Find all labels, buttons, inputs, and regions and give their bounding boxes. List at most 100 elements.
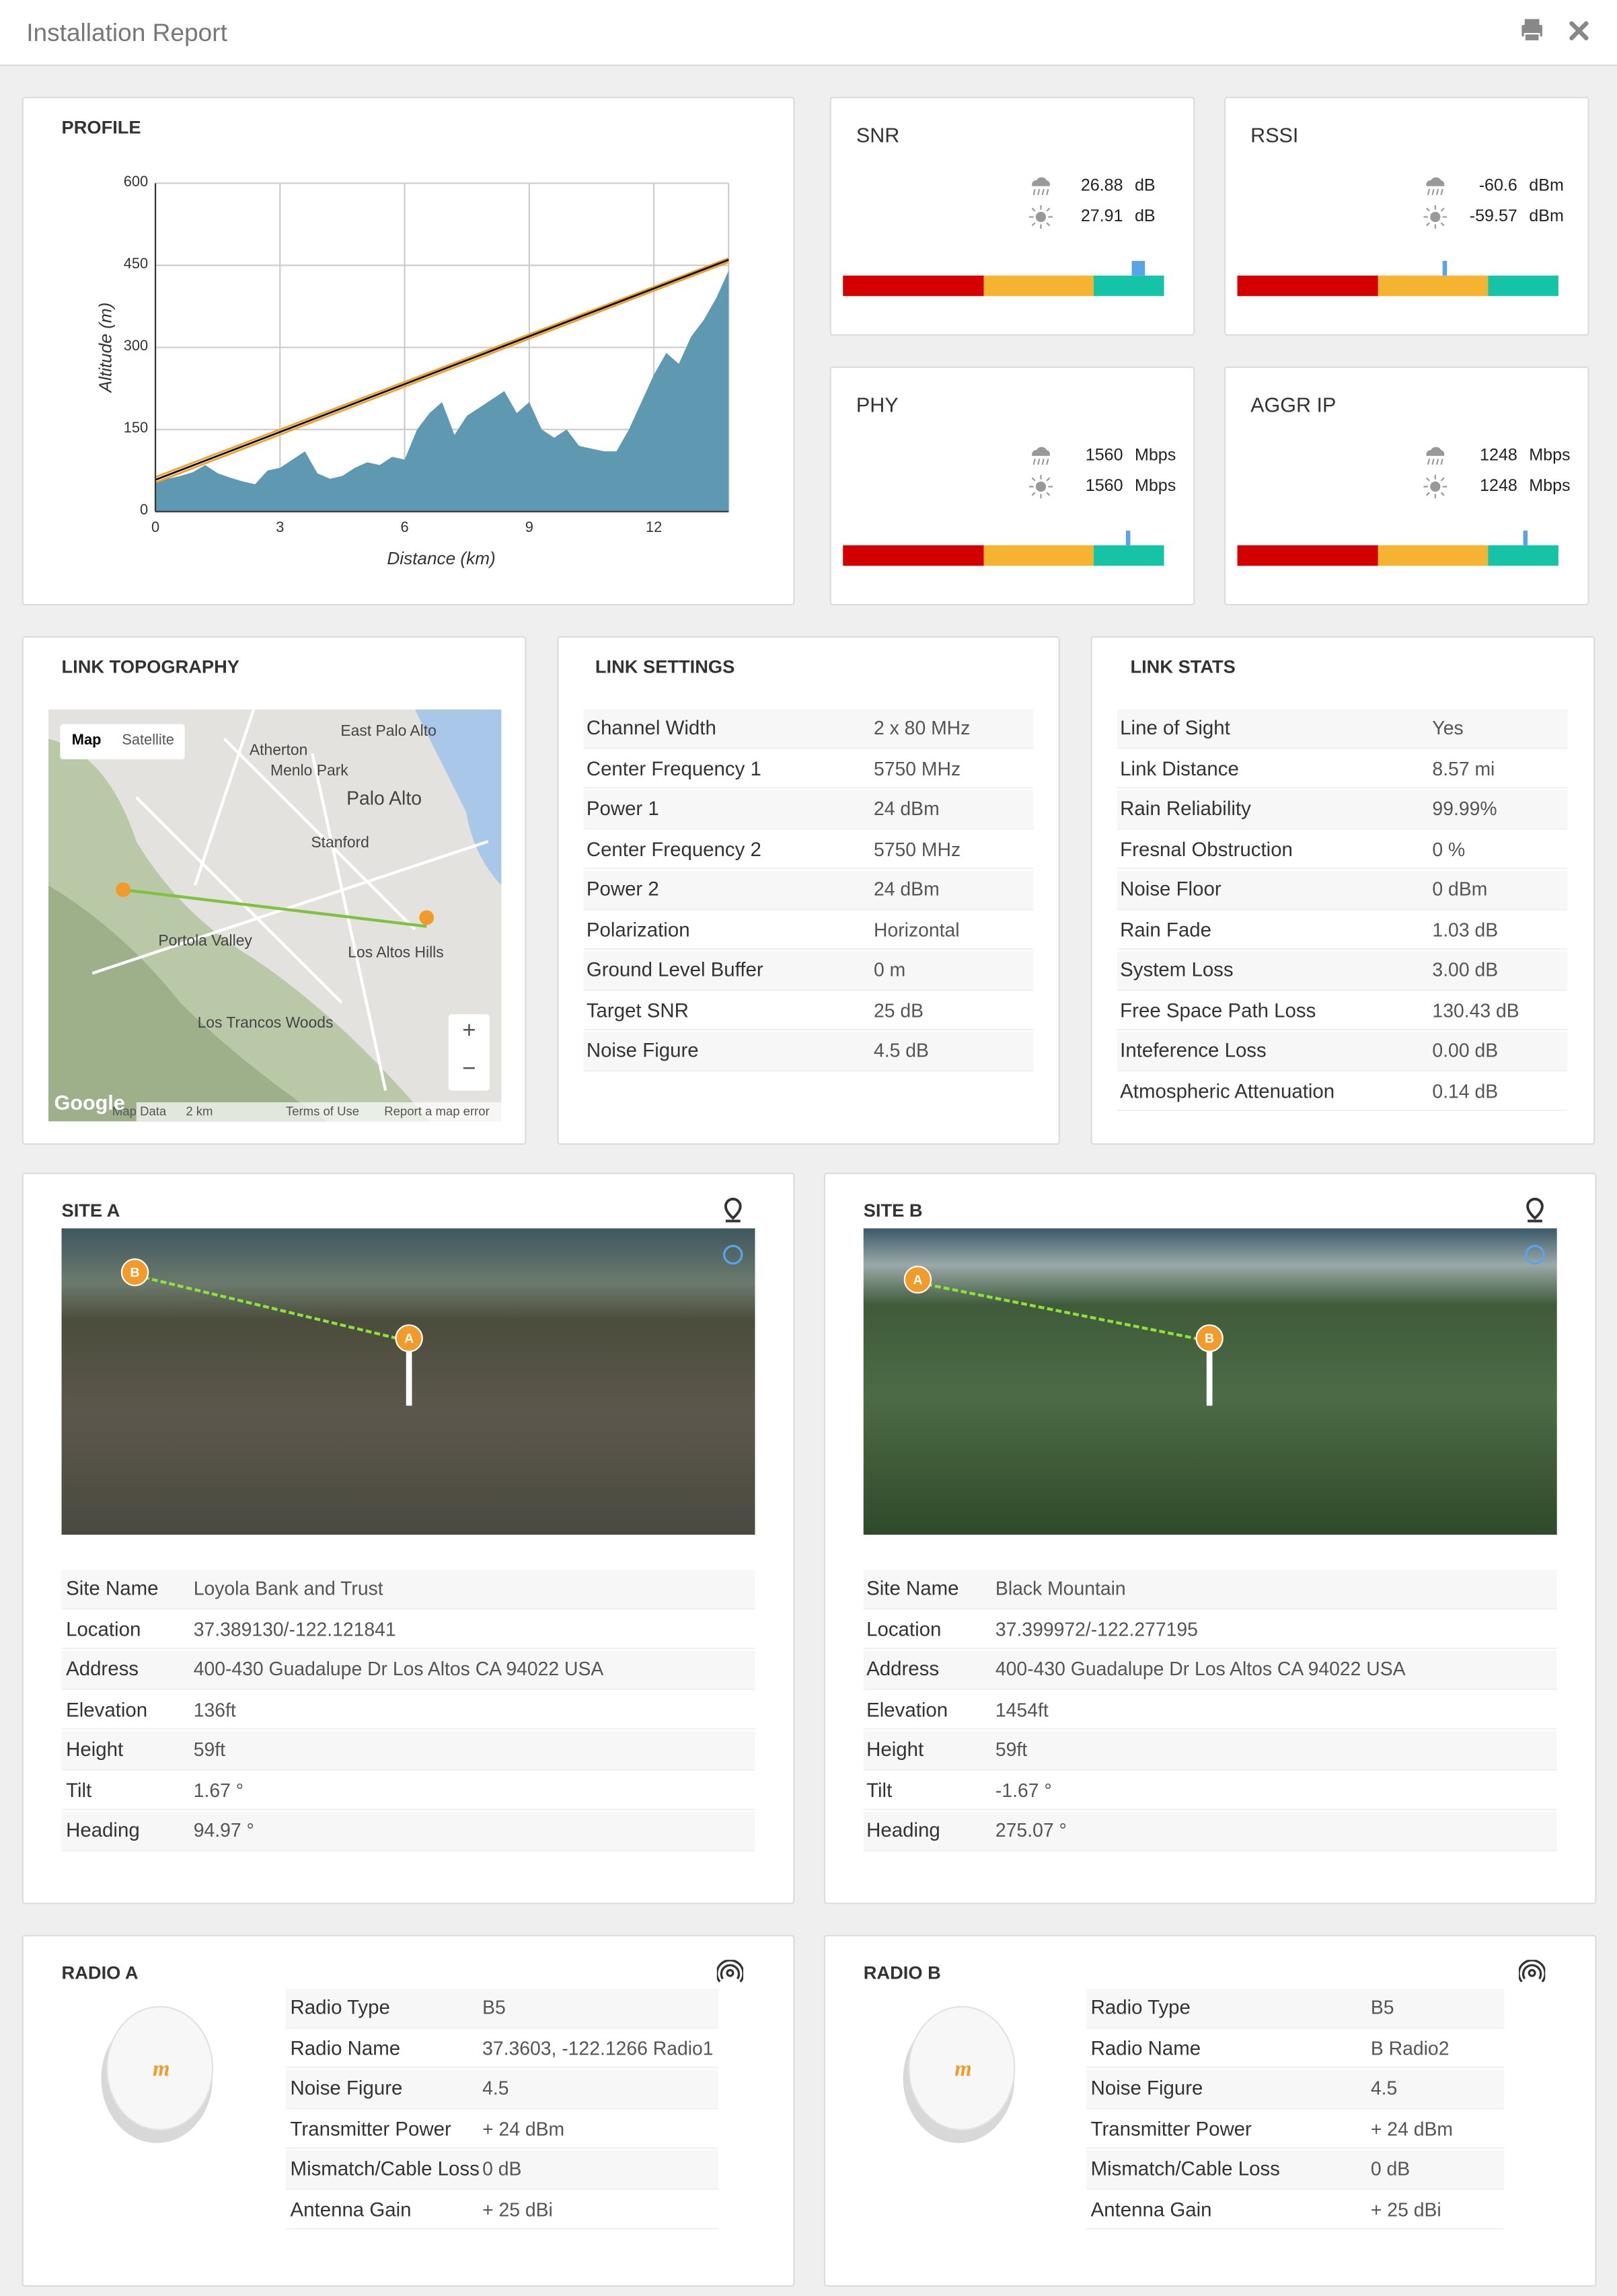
row-value: 4.5 <box>482 2077 509 2100</box>
row-label: Height <box>66 1738 124 1761</box>
y-tick-label: 0 <box>140 502 149 519</box>
zoom-box <box>448 1014 490 1091</box>
row-value: 94.97 ° <box>193 1819 254 1841</box>
row-label: Radio Name <box>1090 2036 1201 2059</box>
print-icon-out <box>1524 33 1540 42</box>
row-label: Mismatch/Cable Loss <box>290 2157 480 2180</box>
meter-value: -59.57 <box>1469 208 1517 226</box>
cloud <box>1032 177 1051 186</box>
row-label: Line of Sight <box>1120 716 1230 739</box>
row-value: 8.57 mi <box>1432 757 1495 779</box>
panel-title: SITE B <box>863 1200 923 1221</box>
rain <box>1032 458 1049 465</box>
sun <box>1430 481 1441 492</box>
site-marker <box>395 1324 423 1352</box>
table-row <box>61 1650 755 1689</box>
panel-title: LINK SETTINGS <box>595 656 735 677</box>
terrain-area <box>155 270 729 512</box>
table-row <box>61 1770 755 1810</box>
radio-icon <box>1519 1960 1546 1983</box>
row-label: Channel Width <box>586 716 716 739</box>
map-label: Portola Valley <box>158 932 252 950</box>
radio-device <box>101 2005 214 2143</box>
pole <box>406 1341 412 1406</box>
table-row <box>1117 1071 1567 1112</box>
table-row <box>61 1569 755 1609</box>
row-label: Noise Figure <box>290 2077 403 2100</box>
target-icon <box>723 1244 743 1265</box>
row-value: B Radio2 <box>1370 2036 1450 2059</box>
table-row <box>286 2149 718 2190</box>
meter-unit: Mbps <box>1134 477 1176 496</box>
map-type-box <box>60 724 185 760</box>
row-label: Center Frequency 2 <box>586 837 761 860</box>
row-label: Height <box>866 1738 924 1761</box>
meter-unit: Mbps <box>1134 447 1176 465</box>
x-tick-label: 6 <box>400 520 409 537</box>
row-label: Tilt <box>66 1778 92 1801</box>
table-row <box>1086 1988 1505 2028</box>
meter-bar-low <box>1237 545 1379 566</box>
location-icon <box>724 1197 742 1223</box>
panel <box>22 96 795 606</box>
row-label: Power 1 <box>586 797 659 820</box>
row-value: Yes <box>1432 716 1464 739</box>
row-value: 37.399972/-122.277195 <box>995 1617 1198 1640</box>
x-tick-label: 0 <box>151 520 160 537</box>
site-overlay <box>120 1244 743 1406</box>
panel-title: RADIO A <box>61 1962 139 1983</box>
map-button: Satellite <box>122 732 174 749</box>
row-label: Elevation <box>866 1698 948 1720</box>
x-tick-label: 9 <box>525 520 533 537</box>
x-axis-label: Distance (km) <box>387 548 496 569</box>
meter-unit: dBm <box>1529 177 1564 195</box>
meter-bar-low <box>843 545 985 566</box>
row-value: 4.5 <box>1370 2077 1398 2100</box>
pin <box>1526 1197 1544 1223</box>
close-icon <box>1569 21 1589 40</box>
sun <box>1430 211 1441 223</box>
meter-bar-mid <box>1378 275 1488 297</box>
site-overlay <box>903 1244 1545 1406</box>
table-row <box>863 1569 1557 1609</box>
row-label: System Loss <box>1120 958 1234 981</box>
table-row <box>286 2109 718 2149</box>
row-label: Heading <box>866 1819 940 1841</box>
table-row <box>863 1609 1557 1650</box>
row-label: Free Space Path Loss <box>1120 999 1316 1022</box>
rain <box>1427 458 1443 465</box>
table-row <box>286 2190 718 2230</box>
meter-value: 1560 <box>1085 447 1123 465</box>
row-value: + 24 dBm <box>1370 2117 1453 2140</box>
marker-label: B <box>130 1264 140 1280</box>
row-value: 0 dBm <box>1432 878 1488 901</box>
map-footer-text: 2 km <box>186 1104 213 1119</box>
table-row <box>863 1730 1557 1770</box>
map-button: Map <box>71 732 102 749</box>
row-label: Transmitter Power <box>1090 2117 1252 2140</box>
row-label: Antenna Gain <box>1090 2198 1212 2220</box>
row-value: 0.14 dB <box>1432 1079 1499 1102</box>
table-row <box>863 1770 1557 1810</box>
table-row <box>1117 991 1567 1031</box>
row-label: Noise Figure <box>586 1039 699 1062</box>
meter-marker <box>1132 260 1145 276</box>
sun-icon <box>1029 205 1053 229</box>
table-row <box>863 1810 1557 1851</box>
meter-value: -60.6 <box>1478 177 1517 195</box>
link-line <box>122 888 427 928</box>
panel-title: LINK STATS <box>1130 656 1236 677</box>
meter-bar-high <box>1093 545 1164 566</box>
row-value: 5750 MHz <box>874 757 961 779</box>
row-value: Black Mountain <box>995 1577 1126 1599</box>
row-value: B5 <box>482 1996 506 2019</box>
table-row <box>583 708 1034 749</box>
table-row <box>583 991 1034 1031</box>
table-row <box>583 910 1034 950</box>
table-row <box>583 829 1034 870</box>
x-tick-label: 12 <box>645 520 663 537</box>
row-label: Address <box>866 1658 940 1680</box>
row-label: Ground Level Buffer <box>586 958 763 981</box>
table-row <box>863 1690 1557 1730</box>
